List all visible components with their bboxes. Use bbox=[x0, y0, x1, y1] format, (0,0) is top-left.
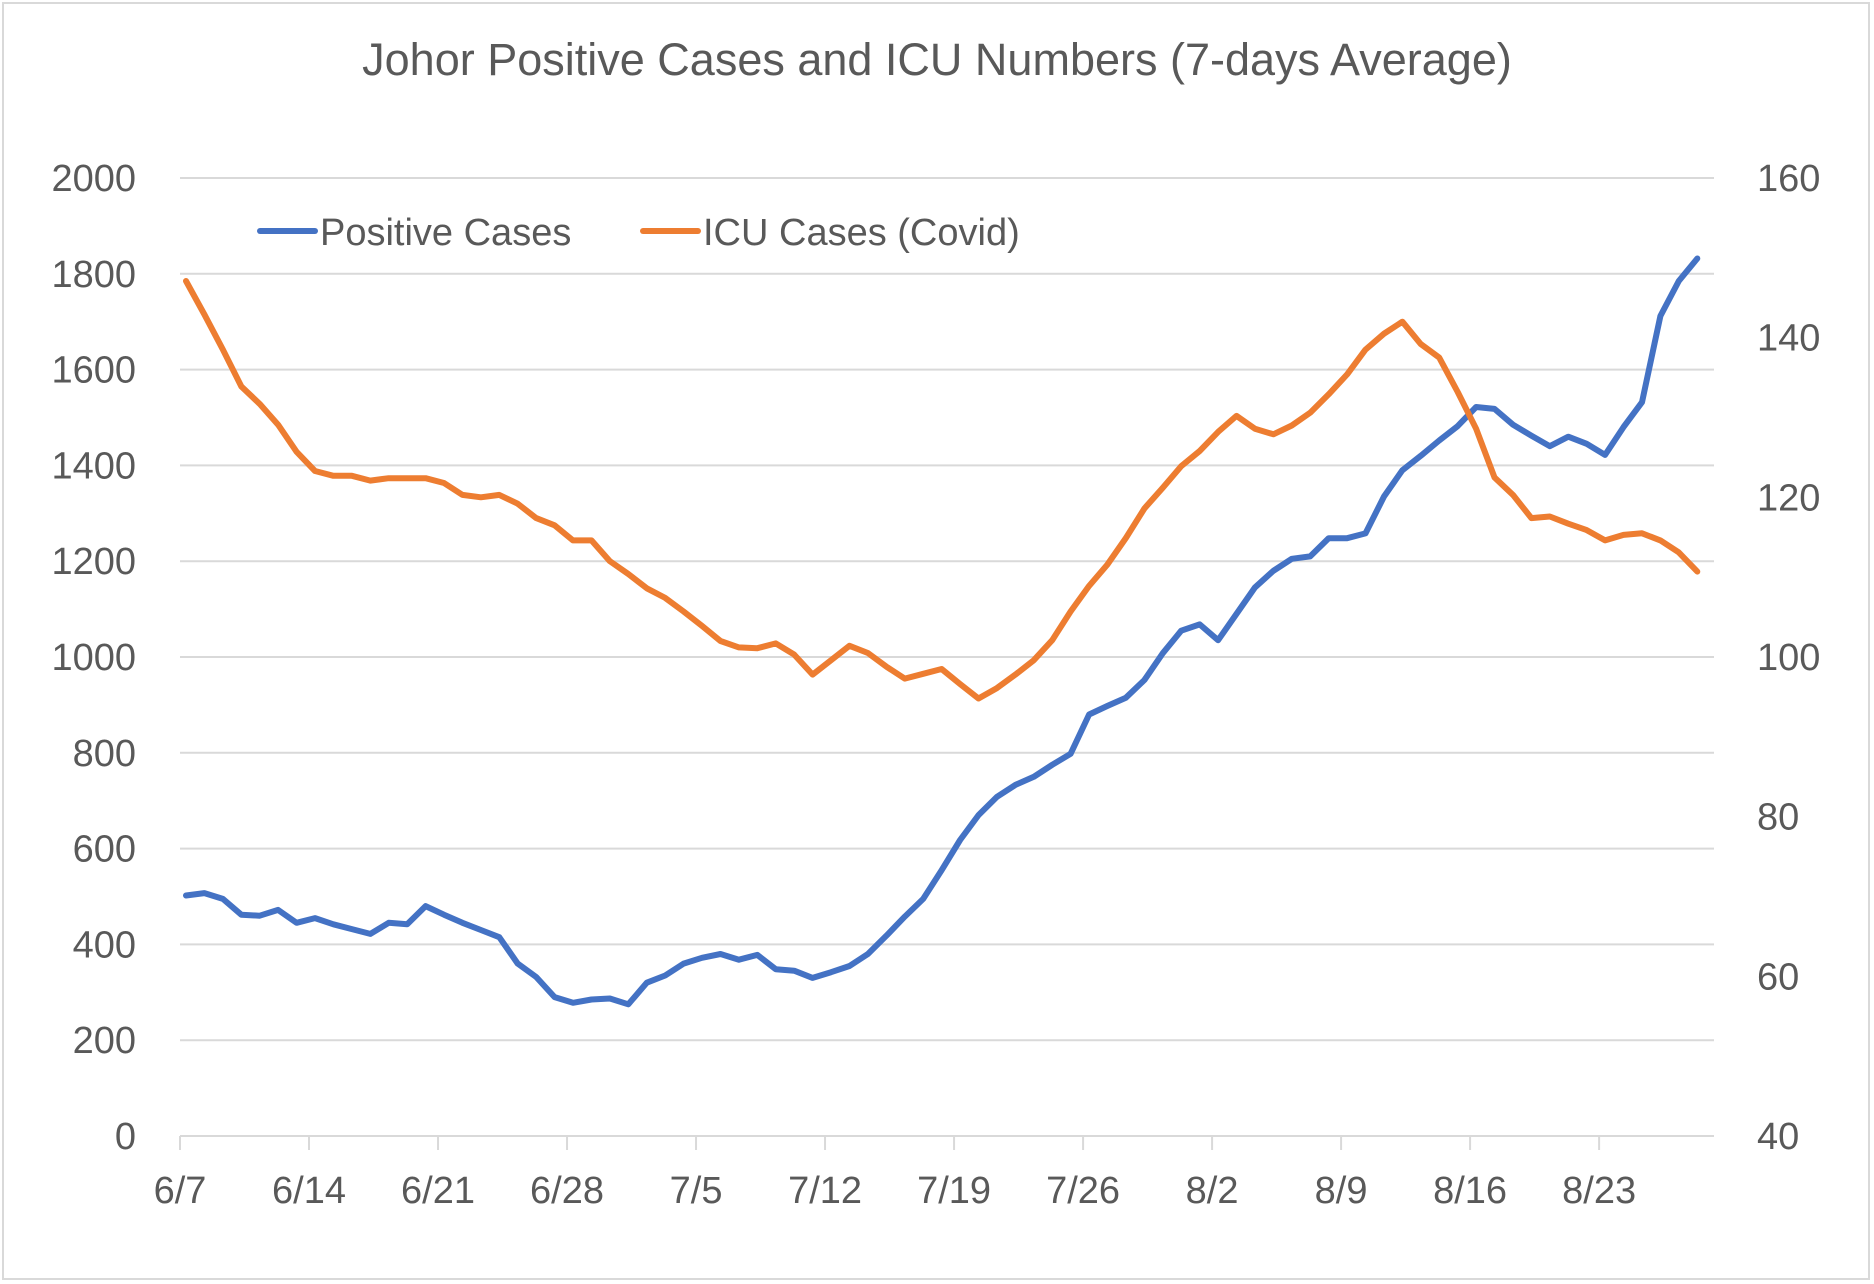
right-tick-label: 140 bbox=[1757, 318, 1820, 360]
series-layer bbox=[183, 255, 1701, 1008]
x-tick-label: 7/26 bbox=[1046, 1170, 1120, 1212]
left-tick-label: 0 bbox=[115, 1116, 136, 1158]
x-tick-label: 6/21 bbox=[401, 1170, 475, 1212]
legend-label-positive-cases: Positive Cases bbox=[320, 212, 571, 254]
x-tick-label: 6/7 bbox=[154, 1170, 207, 1212]
right-axis-ticks: 40 60 80 100 120 140 160 bbox=[1757, 158, 1820, 1158]
right-tick-label: 80 bbox=[1757, 797, 1799, 839]
x-tick-label: 6/14 bbox=[272, 1170, 346, 1212]
left-tick-label: 1600 bbox=[51, 350, 136, 392]
left-tick-label: 1400 bbox=[51, 445, 136, 487]
x-axis-ticks: 6/7 6/14 6/21 6/28 7/5 7/12 7/19 7/26 8/2 8/9 8/16… bbox=[154, 1136, 1636, 1212]
x-tick-label: 8/2 bbox=[1186, 1170, 1239, 1212]
left-axis-ticks: 0 200 400 600 800 1000 1200 1400 1600 1800 2000 bbox=[51, 158, 136, 1158]
left-tick-label: 800 bbox=[73, 733, 136, 775]
chart-title: Johor Positive Cases and ICU Numbers (7-… bbox=[362, 34, 1512, 85]
x-tick-label: 8/9 bbox=[1315, 1170, 1368, 1212]
right-tick-label: 160 bbox=[1757, 158, 1820, 200]
x-tick-label: 6/28 bbox=[530, 1170, 604, 1212]
x-tick-label: 7/5 bbox=[670, 1170, 723, 1212]
x-tick-label: 7/19 bbox=[917, 1170, 991, 1212]
gridlines bbox=[180, 177, 1714, 1137]
legend-label-icu-cases: ICU Cases (Covid) bbox=[703, 212, 1020, 254]
left-tick-label: 1200 bbox=[51, 541, 136, 583]
right-tick-label: 120 bbox=[1757, 477, 1820, 519]
left-tick-label: 1800 bbox=[51, 254, 136, 296]
series-line-icu-cases-covid bbox=[183, 278, 1701, 702]
left-tick-label: 200 bbox=[73, 1020, 136, 1062]
left-tick-label: 2000 bbox=[51, 158, 136, 200]
right-tick-label: 100 bbox=[1757, 637, 1820, 679]
left-tick-label: 600 bbox=[73, 829, 136, 871]
left-tick-label: 400 bbox=[73, 924, 136, 966]
x-tick-label: 8/23 bbox=[1562, 1170, 1636, 1212]
left-tick-label: 1000 bbox=[51, 637, 136, 679]
x-tick-label: 7/12 bbox=[788, 1170, 862, 1212]
right-tick-label: 60 bbox=[1757, 956, 1799, 998]
right-tick-label: 40 bbox=[1757, 1116, 1799, 1158]
legend: Positive Cases ICU Cases (Covid) bbox=[257, 212, 1020, 254]
x-tick-label: 8/16 bbox=[1433, 1170, 1507, 1212]
